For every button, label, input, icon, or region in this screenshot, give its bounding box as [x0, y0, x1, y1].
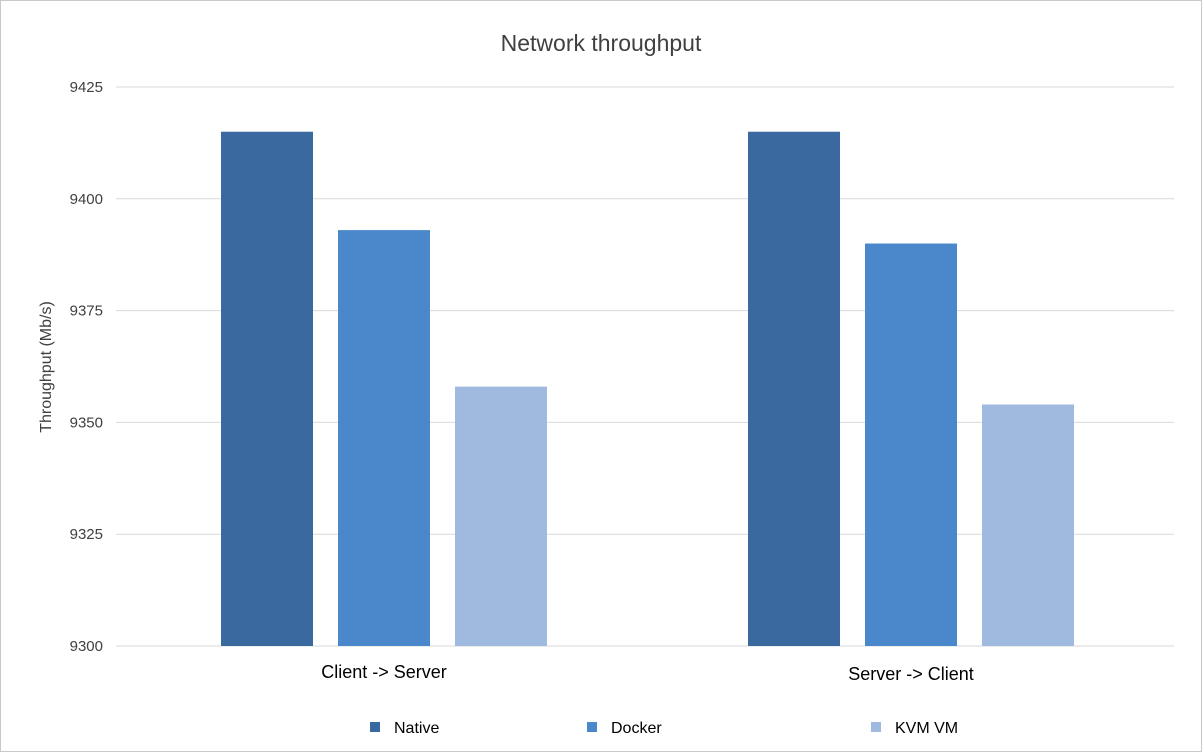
bar-docker	[338, 230, 430, 646]
chart-title: Network throughput	[501, 30, 702, 56]
y-tick-label: 9350	[70, 414, 103, 431]
y-tick-label: 9375	[70, 303, 103, 320]
y-tick-label: 9300	[70, 638, 103, 655]
legend-swatch-native	[370, 722, 380, 732]
y-tick-label: 9325	[70, 526, 103, 543]
bar-kvm-vm	[982, 404, 1074, 646]
legend-label: Native	[394, 720, 439, 737]
y-tick-label: 9400	[70, 191, 103, 208]
legend-swatch-docker	[587, 722, 597, 732]
bar-docker	[865, 243, 957, 646]
y-axis-label: Throughput (Mb/s)	[38, 301, 55, 433]
bar-native	[221, 131, 313, 647]
y-tick-label: 9425	[70, 79, 103, 96]
legend: Native Docker KVM VM	[370, 720, 958, 737]
x-category-label: Server -> Client	[848, 664, 974, 684]
x-axis-categories: Client -> Server Server -> Client	[321, 662, 974, 684]
y-axis-ticks: 9425 9400 9375 9350 9325 9300	[70, 79, 103, 655]
legend-label: KVM VM	[895, 720, 958, 737]
legend-swatch-kvm-vm	[871, 722, 881, 732]
legend-label: Docker	[611, 720, 662, 737]
x-category-label: Client -> Server	[321, 662, 447, 682]
bar-native	[748, 131, 840, 647]
bar-kvm-vm	[455, 386, 547, 646]
bars	[221, 131, 1074, 647]
